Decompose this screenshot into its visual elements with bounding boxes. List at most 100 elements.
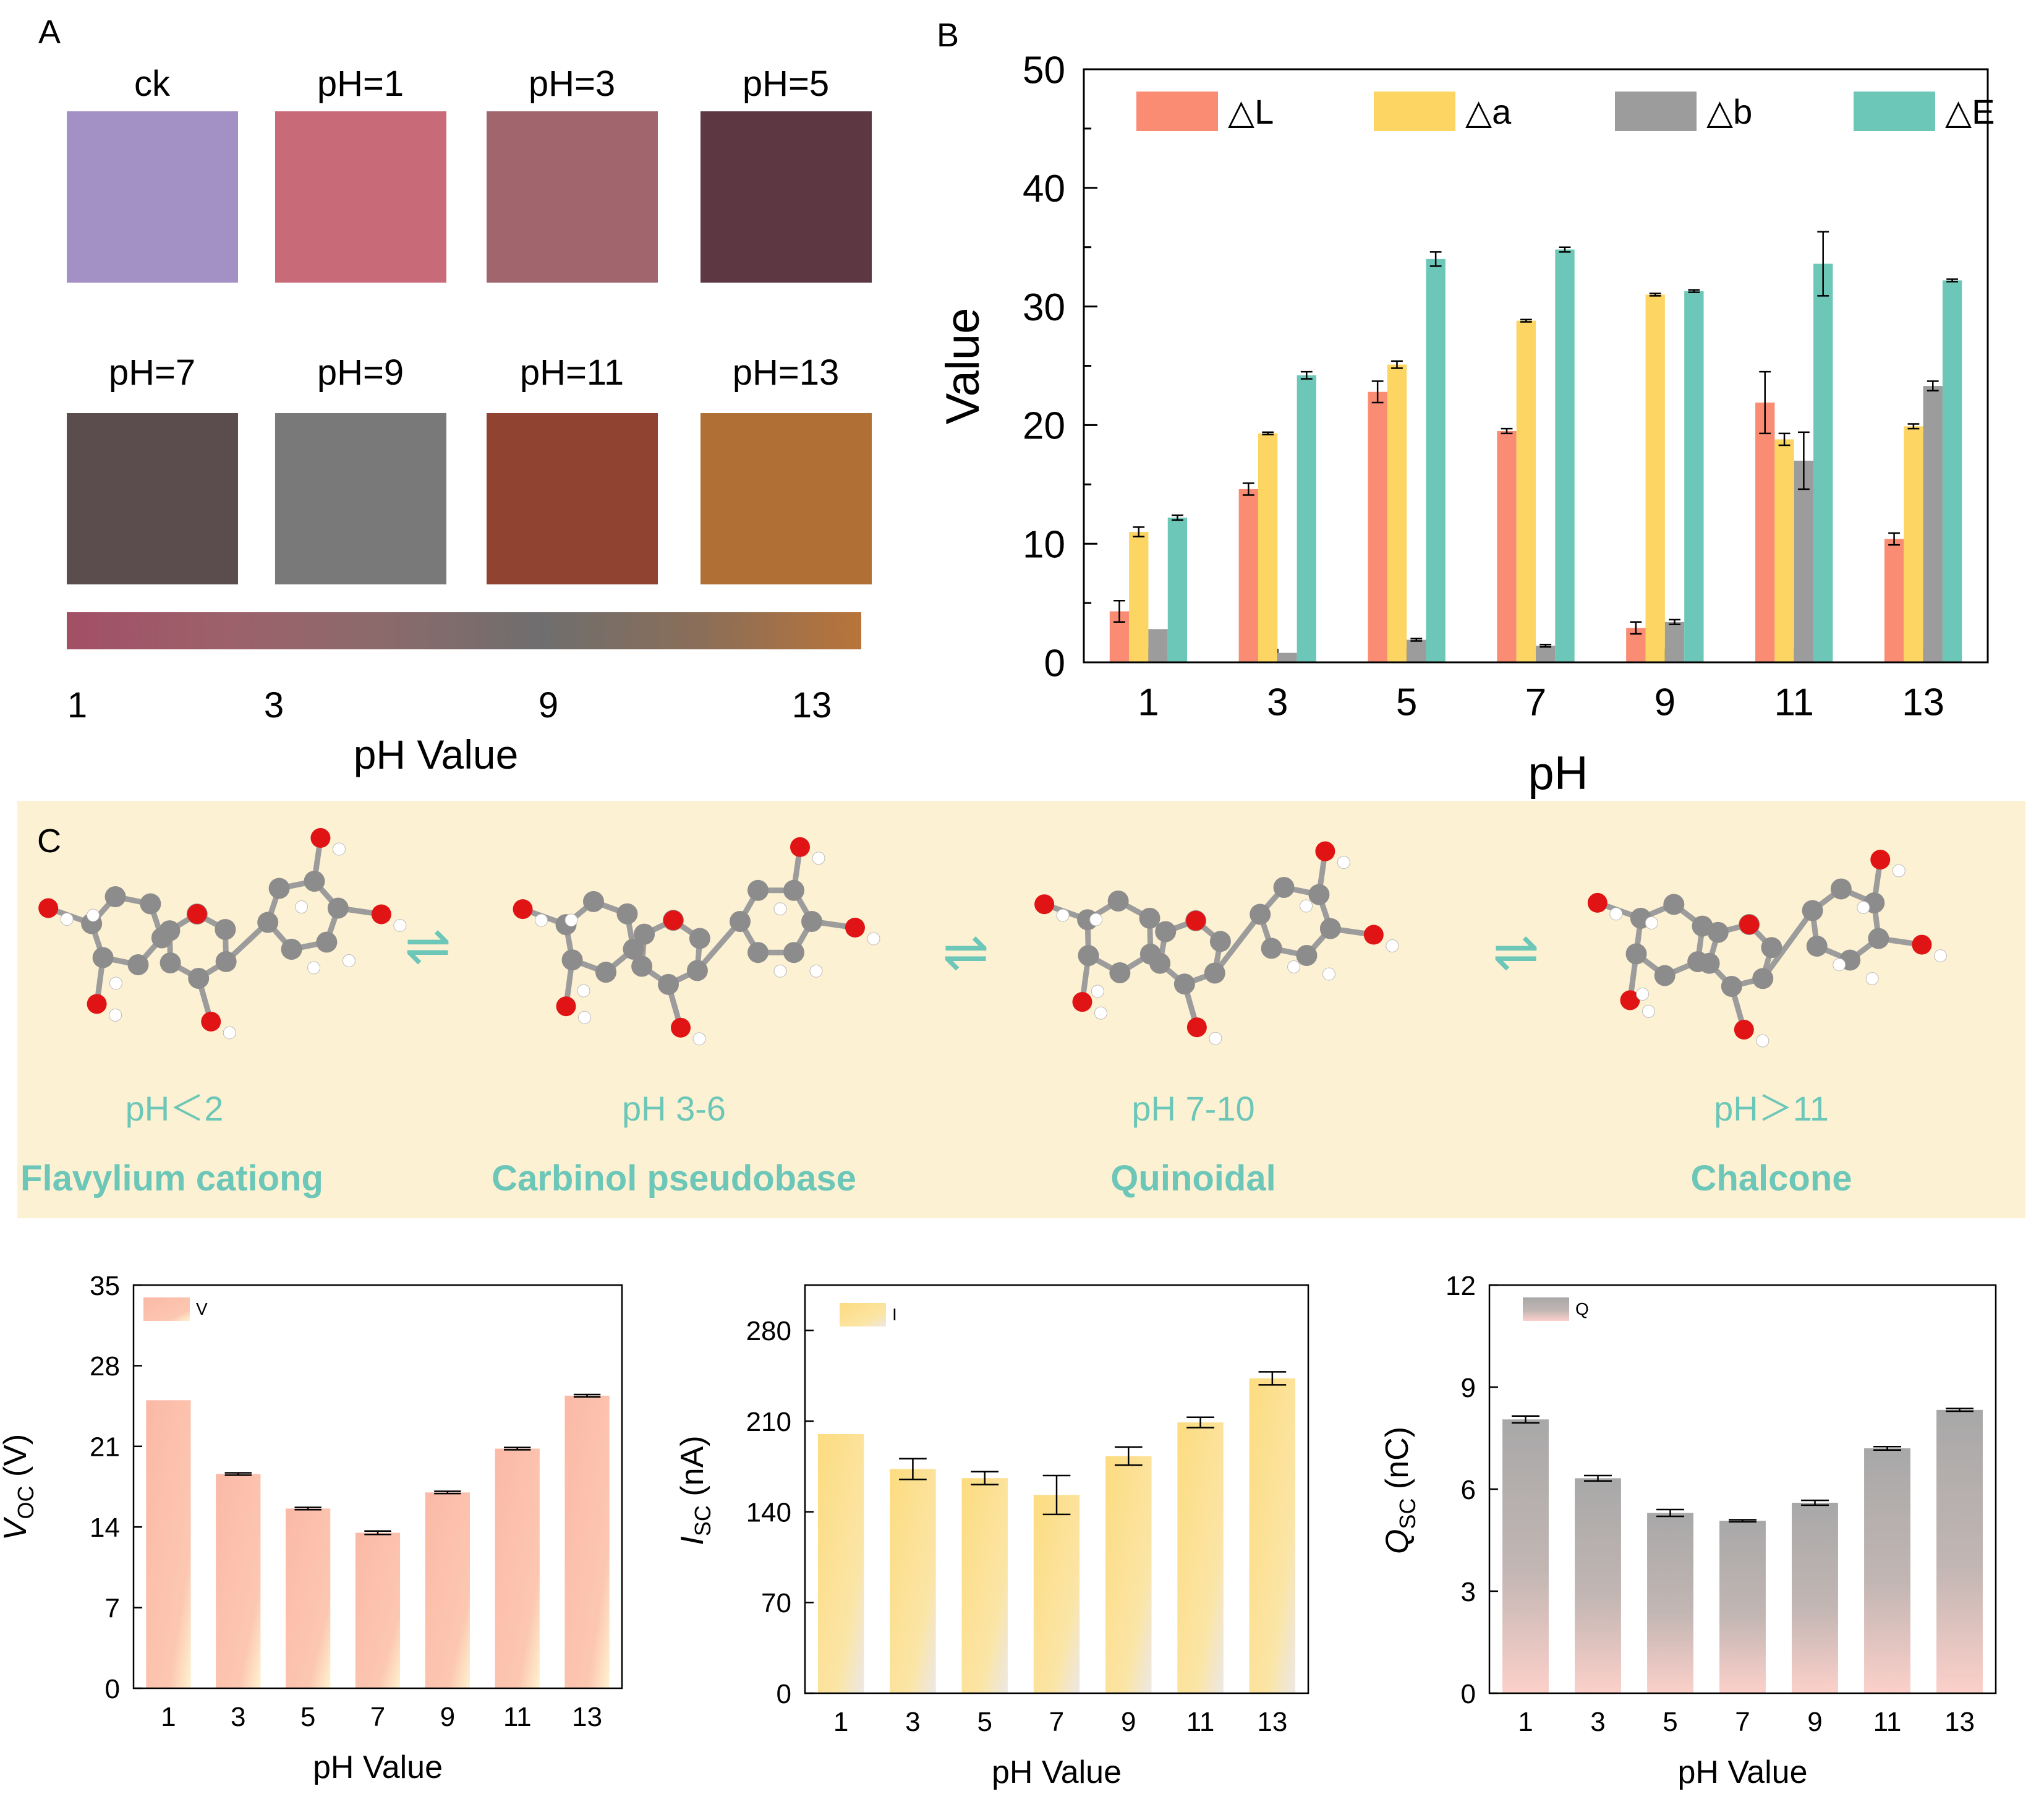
x-tick-label: 5 <box>300 1702 315 1732</box>
atom-C <box>1752 968 1774 989</box>
bar-△L-11 <box>1755 402 1775 662</box>
y-axis-title: QSC (nC) <box>1379 1427 1420 1554</box>
atom-O <box>1186 910 1206 931</box>
atom-C <box>1625 943 1647 965</box>
atom-C <box>1308 884 1330 905</box>
atom-C <box>1319 918 1341 939</box>
atom-H <box>295 900 309 914</box>
y-tick-label: 14 <box>90 1513 120 1543</box>
atom-C <box>1173 973 1195 995</box>
y-tick-label: 12 <box>1446 1271 1476 1301</box>
atom-C <box>1204 962 1225 984</box>
atom-O <box>1912 934 1932 955</box>
swatch-label: pH=3 <box>529 64 615 104</box>
atom-C <box>92 947 114 968</box>
bar-I-5 <box>961 1478 1008 1693</box>
bar-△a-3 <box>1258 433 1278 662</box>
atom-O <box>513 899 533 920</box>
molecule-labels: pH＜2 Flavylium cationg pH 3-6 Carbinol pseu… <box>20 1089 1852 1198</box>
bar-△a-9 <box>1645 294 1665 662</box>
atom-C <box>595 962 617 983</box>
bar-△E-1 <box>1167 518 1188 662</box>
ph-range-label: pH 3-6 <box>622 1089 726 1128</box>
bar-Q-11 <box>1864 1448 1910 1693</box>
bar-I-3 <box>890 1469 936 1693</box>
atom-H <box>1089 913 1103 926</box>
y-tick-label: 210 <box>746 1407 791 1437</box>
y-tick-label: 21 <box>90 1432 120 1463</box>
bar-△a-1 <box>1129 532 1149 662</box>
ph-scale-tick: 13 <box>792 685 832 725</box>
atom-C <box>127 954 149 975</box>
atom-C <box>1707 921 1729 943</box>
bar-△a-11 <box>1774 439 1794 662</box>
legend-label: I <box>892 1305 897 1324</box>
atom-H <box>1636 988 1650 1001</box>
atom-O <box>1186 1017 1207 1038</box>
bar-Q-9 <box>1792 1503 1838 1693</box>
atom-O <box>187 904 207 925</box>
atom-O <box>371 904 391 925</box>
y-tick-label: 30 <box>1023 286 1065 329</box>
equilibrium-arrow: ⇌ <box>1493 921 1539 983</box>
plot-frame <box>1083 68 1989 664</box>
bar-△b-5 <box>1407 639 1426 662</box>
bar-V-9 <box>425 1492 470 1688</box>
atom-C <box>1802 900 1823 921</box>
bar-△L-5 <box>1368 391 1387 662</box>
atom-C <box>215 950 237 972</box>
legend-label: △a <box>1465 92 1512 131</box>
x-tick-label: 9 <box>1654 681 1676 724</box>
atom-C <box>188 967 210 989</box>
y-tick-label: 0 <box>105 1674 120 1704</box>
atom-H <box>1337 856 1350 869</box>
legend-label: Q <box>1575 1299 1589 1318</box>
bar-I-1 <box>817 1433 864 1693</box>
bar-△E-7 <box>1555 249 1575 662</box>
y-axis-title: ISC (nA) <box>675 1435 715 1545</box>
atom-C <box>1830 878 1852 900</box>
atom-C <box>634 923 655 945</box>
atom-O <box>663 910 683 931</box>
atom-C <box>1761 937 1782 959</box>
bond <box>1212 912 1263 975</box>
bar-△b-13 <box>1923 386 1943 662</box>
atom-C <box>1078 945 1099 967</box>
atom-H <box>1209 1032 1222 1045</box>
atom-H <box>1865 972 1879 986</box>
bond <box>695 920 743 973</box>
ph-scale-label: pH Value <box>354 732 519 777</box>
swatch-pH-5 <box>700 111 872 283</box>
atom-H <box>564 913 578 927</box>
x-tick-label: 5 <box>1663 1707 1677 1737</box>
bar-△b-9 <box>1664 622 1685 662</box>
swatch-ck <box>67 111 238 283</box>
bar-V-5 <box>286 1508 331 1688</box>
y-tick-label: 3 <box>1461 1577 1476 1607</box>
bar-V-3 <box>216 1474 261 1688</box>
x-axis-title: pH Value <box>1677 1754 1807 1790</box>
swatch-label: pH=11 <box>520 352 624 393</box>
swatch-pH-11 <box>487 413 658 584</box>
atom-C <box>686 960 708 981</box>
atom-O <box>1363 925 1384 945</box>
atom-H <box>773 902 787 916</box>
swatch-pH-1 <box>275 111 446 283</box>
atom-C <box>1698 952 1720 974</box>
atom-C <box>747 879 769 901</box>
atom-C <box>801 911 822 932</box>
legend-swatch-△E <box>1854 92 1935 131</box>
atom-C <box>783 879 804 901</box>
y-tick-label: 70 <box>761 1588 791 1618</box>
bar-△a-7 <box>1516 320 1536 662</box>
atom-H <box>1386 939 1399 953</box>
atom-H <box>223 1026 236 1040</box>
panel-c-background <box>17 801 2025 1218</box>
atom-H <box>1609 907 1623 921</box>
atom-C <box>1296 944 1318 966</box>
atom-C <box>623 938 644 960</box>
x-tick-label: 7 <box>370 1702 385 1732</box>
atom-C <box>1868 928 1889 949</box>
